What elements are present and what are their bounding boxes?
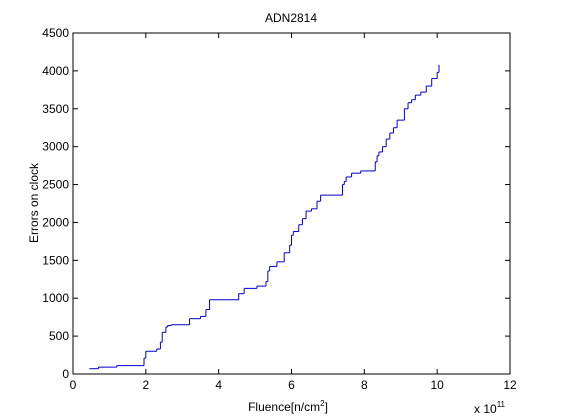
- x-tick-label: 0: [70, 378, 77, 392]
- y-tick-label: 3500: [42, 102, 69, 116]
- x-axis-multiplier-base: x 10: [474, 402, 497, 416]
- x-tick-label: 8: [361, 378, 368, 392]
- y-tick-label: 1500: [42, 253, 69, 267]
- axes-box: [73, 33, 510, 374]
- y-tick-label: 3000: [42, 140, 69, 154]
- x-axis-multiplier: x 1011: [474, 400, 506, 416]
- x-tick-label: 12: [503, 378, 517, 392]
- x-axis-multiplier-exp: 11: [497, 400, 506, 409]
- x-tick-label: 6: [288, 378, 295, 392]
- y-tick-label: 4000: [42, 64, 69, 78]
- x-tick-label: 4: [215, 378, 222, 392]
- x-axis-label: Fluence[n/cm2]: [248, 399, 328, 414]
- y-tick-label: 500: [49, 329, 69, 343]
- y-tick-label: 2500: [42, 178, 69, 192]
- y-tick-label: 0: [62, 367, 69, 381]
- y-tick-label: 1000: [42, 291, 69, 305]
- chart-title: ADN2814: [265, 11, 317, 25]
- x-tick-label: 10: [430, 378, 444, 392]
- plot-area: 0 2 4 6 8 10 12 0 500 1000 1500 2000 2500 3000 3500 40…: [42, 26, 517, 392]
- x-axis-label-main: Fluence[n/cm: [248, 400, 320, 414]
- y-axis-label: Errors on clock: [27, 162, 41, 243]
- y-tick-label: 4500: [42, 26, 69, 40]
- x-tick-label: 2: [142, 378, 149, 392]
- y-tick-label: 2000: [42, 215, 69, 229]
- x-axis-label-close: ]: [325, 400, 328, 414]
